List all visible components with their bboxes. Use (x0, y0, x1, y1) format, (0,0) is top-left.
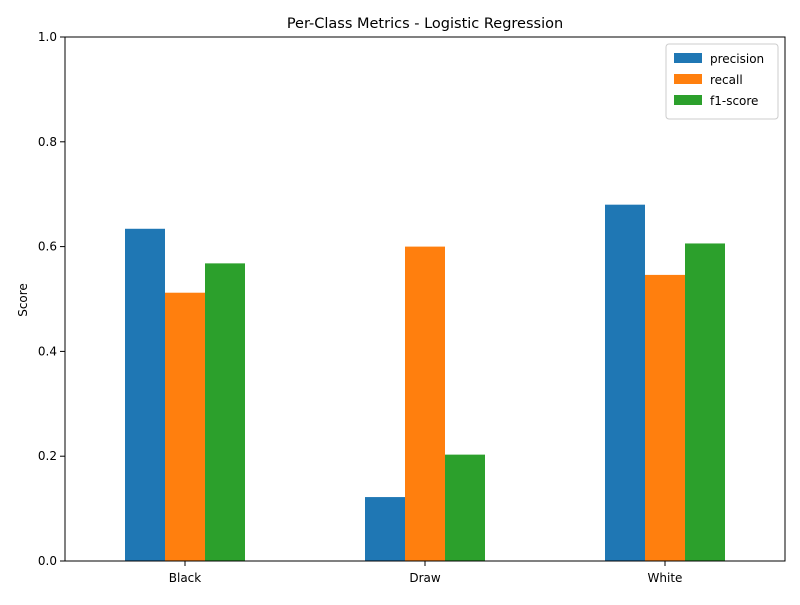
bar-precision-white (605, 204, 645, 561)
bar-precision-black (125, 228, 165, 561)
y-tick-label: 1.0 (38, 30, 57, 44)
bar-precision-draw (365, 497, 405, 561)
y-tick-label: 0.6 (38, 240, 57, 254)
legend-label-recall: recall (710, 73, 743, 87)
bar-recall-draw (405, 246, 445, 561)
y-tick-label: 0.8 (38, 135, 57, 149)
plot-area: 0.0 0.2 0.4 0.6 0.8 1.0 Black Draw White (38, 30, 786, 585)
x-tick-label: Draw (409, 571, 441, 585)
legend-label-precision: precision (710, 52, 764, 66)
legend-swatch-recall (674, 74, 702, 84)
legend-swatch-precision (674, 53, 702, 63)
bar-recall-white (645, 274, 685, 561)
bar-f1-score-black (205, 263, 245, 561)
legend: precision recall f1-score (665, 43, 779, 120)
x-tick-label: White (648, 571, 683, 585)
y-tick-label: 0.4 (38, 344, 57, 358)
y-tick-label: 0.2 (38, 449, 57, 463)
bar-recall-black (165, 292, 205, 561)
y-tick-label: 0.0 (38, 554, 57, 568)
legend-swatch-f1-score (674, 95, 702, 105)
y-axis-label: Score (16, 283, 30, 317)
legend-label-f1-score: f1-score (710, 94, 758, 108)
x-tick-label: Black (169, 571, 202, 585)
chart-title: Per-Class Metrics - Logistic Regression (287, 16, 563, 32)
bar-f1-score-white (685, 243, 725, 561)
bar-f1-score-draw (445, 454, 485, 561)
